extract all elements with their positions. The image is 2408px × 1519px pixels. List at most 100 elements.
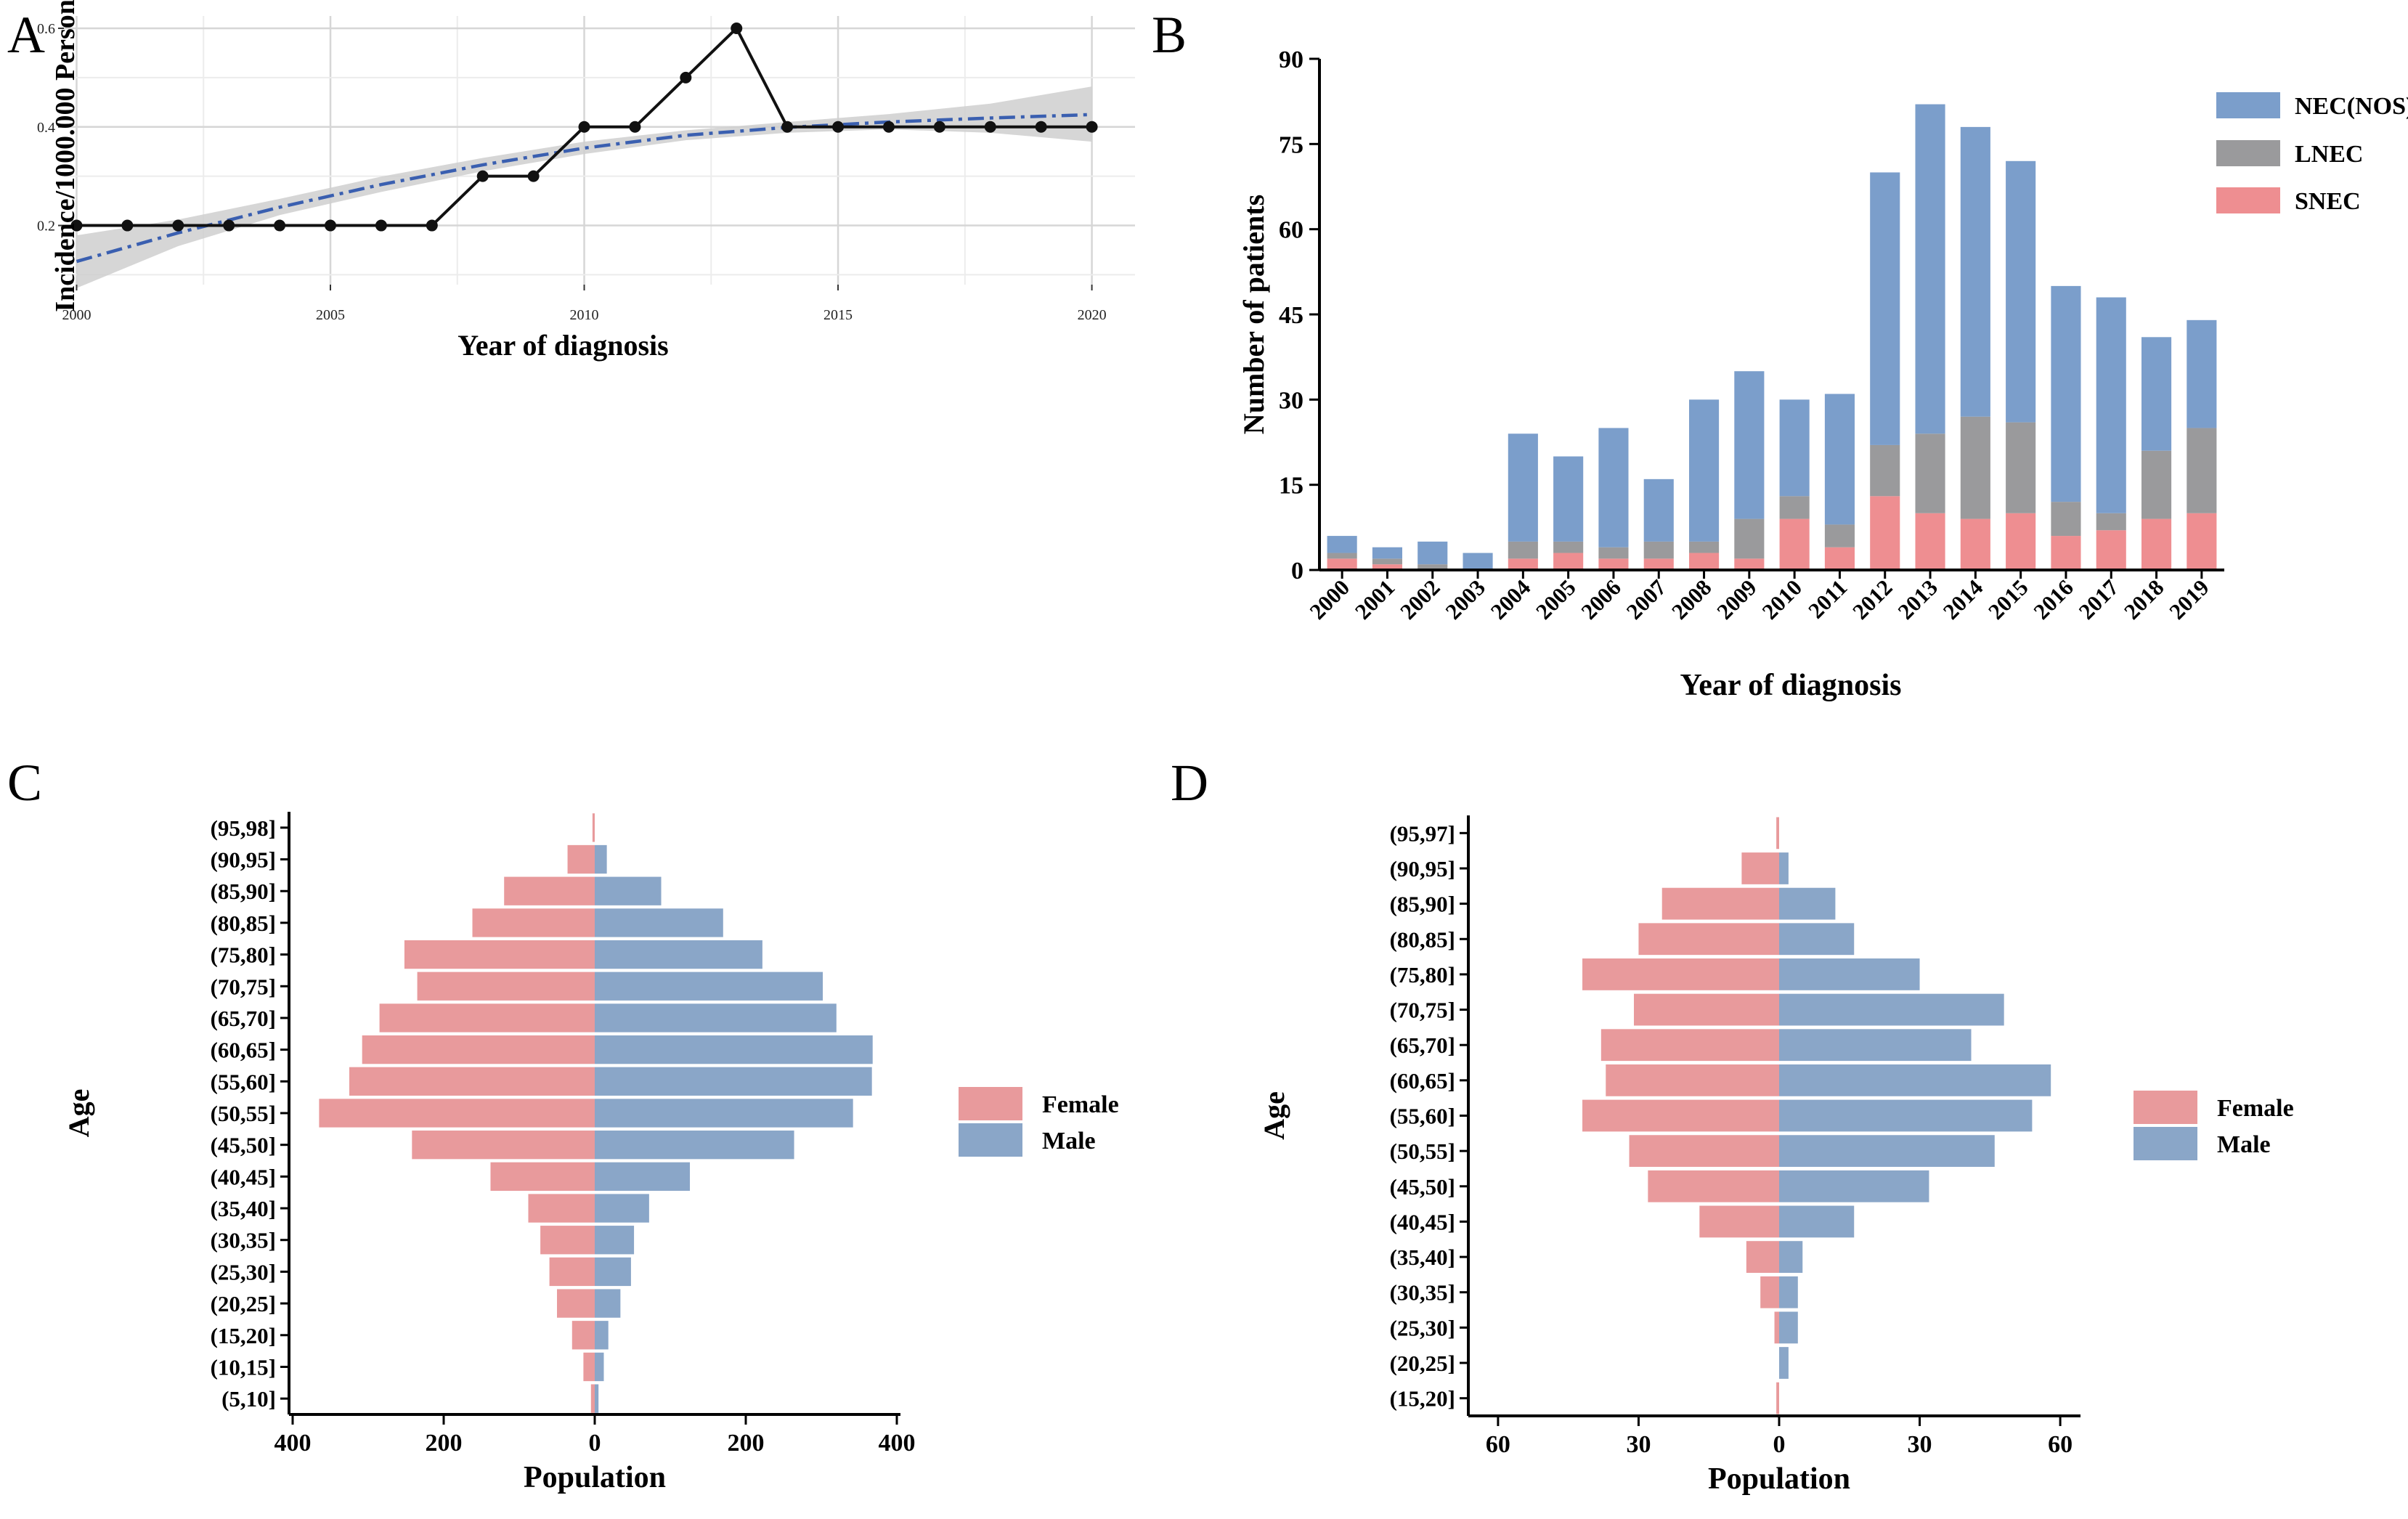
b-bar-necnos-2009: [1734, 371, 1765, 519]
c-bar-male-(25,30]: [595, 1257, 631, 1287]
b-xtick-label-2004: 2004: [1486, 574, 1536, 624]
c-bar-female-(50,55]: [319, 1099, 595, 1128]
b-bar-necnos-2001: [1372, 547, 1403, 559]
b-xtick-label-2008: 2008: [1667, 574, 1717, 624]
a-ytick-label-2: 0.6: [37, 21, 55, 37]
a-xtick-label-4: 2020: [1078, 307, 1107, 323]
c-bar-male-(75,80]: [595, 940, 762, 969]
c-bar-female-(5,10]: [590, 1384, 595, 1413]
b-bar-snec-2014: [1960, 518, 1990, 570]
b-bar-snec-2000: [1327, 558, 1357, 570]
d-bar-female-(65,70]: [1600, 1029, 1779, 1062]
d-bar-male-(55,60]: [1779, 1099, 2033, 1132]
b-bar-snec-2011: [1824, 547, 1855, 570]
b-bar-snec-2009: [1734, 558, 1765, 570]
b-bar-necnos-2005: [1553, 456, 1584, 542]
c-bar-male-(70,75]: [595, 972, 823, 1001]
d-bar-female-(45,50]: [1648, 1170, 1779, 1202]
a-point-2017: [933, 121, 945, 133]
d-bar-female-(60,65]: [1606, 1064, 1779, 1096]
c-bar-male-(10,15]: [595, 1352, 604, 1382]
b-bar-necnos-2006: [1598, 428, 1629, 547]
b-legend-swatch-lnec: [2216, 140, 2280, 166]
c-bar-male-(65,70]: [595, 1003, 837, 1033]
b-bar-lnec-2013: [1915, 433, 1945, 513]
c-bar-male-(5,10]: [595, 1384, 599, 1413]
a-point-2001: [121, 219, 134, 232]
d-bar-female-(90,95]: [1741, 852, 1779, 884]
b-bar-necnos-2007: [1643, 478, 1674, 542]
a-point-2014: [781, 121, 794, 133]
d-bar-male-(50,55]: [1779, 1135, 1995, 1168]
c-ytick-label-(50,55]: (50,55]: [211, 1101, 276, 1126]
d-bar-male-(90,95]: [1779, 852, 1789, 884]
b-xtick-label-2001: 2001: [1350, 574, 1400, 624]
c-bar-male-(50,55]: [595, 1099, 853, 1128]
c-ytick-label-(5,10]: (5,10]: [221, 1386, 276, 1412]
b-legend-label-lnec: LNEC: [2295, 141, 2363, 168]
b-xtick-label-2018: 2018: [2119, 574, 2169, 624]
c-bar-male-(30,35]: [595, 1226, 635, 1255]
a-point-2019: [1035, 121, 1047, 133]
b-bar-lnec-2006: [1598, 547, 1629, 559]
b-bar-snec-2013: [1915, 513, 1945, 570]
c-ytick-label-(65,70]: (65,70]: [211, 1006, 276, 1031]
d-ytick-label-(45,50]: (45,50]: [1390, 1174, 1455, 1200]
a-point-2003: [223, 219, 235, 232]
d-bar-male-(75,80]: [1779, 958, 1920, 990]
c-bar-female-(20,25]: [557, 1289, 595, 1318]
d-bar-female-(40,45]: [1699, 1205, 1779, 1238]
a-xtick-label-2: 2010: [570, 307, 599, 323]
a-confidence-band: [76, 86, 1092, 288]
b-bar-necnos-2019: [2187, 319, 2217, 428]
c-ytick-label-(90,95]: (90,95]: [211, 847, 276, 873]
b-bar-lnec-2007: [1643, 541, 1674, 559]
b-bar-lnec-2001: [1372, 558, 1403, 565]
d-bar-female-(95,97]: [1776, 817, 1779, 850]
d-bar-male-(85,90]: [1779, 887, 1836, 920]
d-ytick-label-(40,45]: (40,45]: [1390, 1209, 1455, 1234]
d-bar-female-(30,35]: [1760, 1276, 1779, 1308]
b-bar-snec-2007: [1643, 558, 1674, 570]
c-bar-female-(55,60]: [349, 1067, 595, 1096]
a-ytick-label-0: 0.2: [37, 219, 55, 235]
b-xtick-label-2005: 2005: [1531, 574, 1581, 624]
b-bar-snec-2012: [1870, 496, 1900, 570]
panel-label-c: C: [7, 754, 42, 812]
a-point-2016: [882, 121, 895, 133]
d-legend-swatch-male: [2134, 1127, 2197, 1160]
d-bar-male-(40,45]: [1779, 1205, 1855, 1238]
d-bar-female-(25,30]: [1774, 1311, 1779, 1344]
c-ytick-label-(80,85]: (80,85]: [211, 911, 276, 936]
b-bar-snec-2004: [1508, 558, 1538, 570]
d-bar-male-(35,40]: [1779, 1241, 1803, 1273]
c-bar-female-(70,75]: [417, 972, 595, 1001]
c-bar-male-(90,95]: [595, 844, 607, 874]
c-ytick-label-(10,15]: (10,15]: [211, 1354, 276, 1380]
b-bar-necnos-2003: [1463, 553, 1493, 570]
b-bar-lnec-2009: [1734, 518, 1765, 559]
b-bar-necnos-2000: [1327, 536, 1357, 553]
c-bar-female-(80,85]: [472, 908, 595, 937]
c-bar-male-(45,50]: [595, 1131, 794, 1160]
d-bar-male-(25,30]: [1779, 1311, 1798, 1344]
d-bar-female-(70,75]: [1634, 993, 1779, 1026]
c-ytick-label-(40,45]: (40,45]: [211, 1164, 276, 1189]
d-bar-male-(20,25]: [1779, 1347, 1789, 1379]
b-bar-lnec-2005: [1553, 541, 1584, 553]
b-bar-lnec-2014: [1960, 416, 1990, 519]
d-bar-male-(30,35]: [1779, 1276, 1798, 1308]
a-xtick-label-1: 2005: [316, 307, 345, 323]
chart-a-incidence-line: 2000 2005 2010 2015 2020 0.2 0.4 0.6 Year of dia…: [37, 0, 1135, 362]
c-ytick-label-(85,90]: (85,90]: [211, 879, 276, 904]
a-ytick-label-1: 0.4: [37, 120, 55, 136]
c-bar-female-(10,15]: [583, 1352, 595, 1382]
b-bar-snec-2006: [1598, 558, 1629, 570]
a-point-2000: [70, 219, 83, 232]
b-xtick-label-2011: 2011: [1803, 574, 1852, 623]
d-ytick-label-(35,40]: (35,40]: [1390, 1245, 1455, 1270]
d-ytick-label-(80,85]: (80,85]: [1390, 927, 1455, 952]
d-xtick-label-1: 30: [1626, 1431, 1651, 1458]
c-ytick-label-(15,20]: (15,20]: [211, 1323, 276, 1348]
panel-label-b: B: [1152, 6, 1187, 64]
